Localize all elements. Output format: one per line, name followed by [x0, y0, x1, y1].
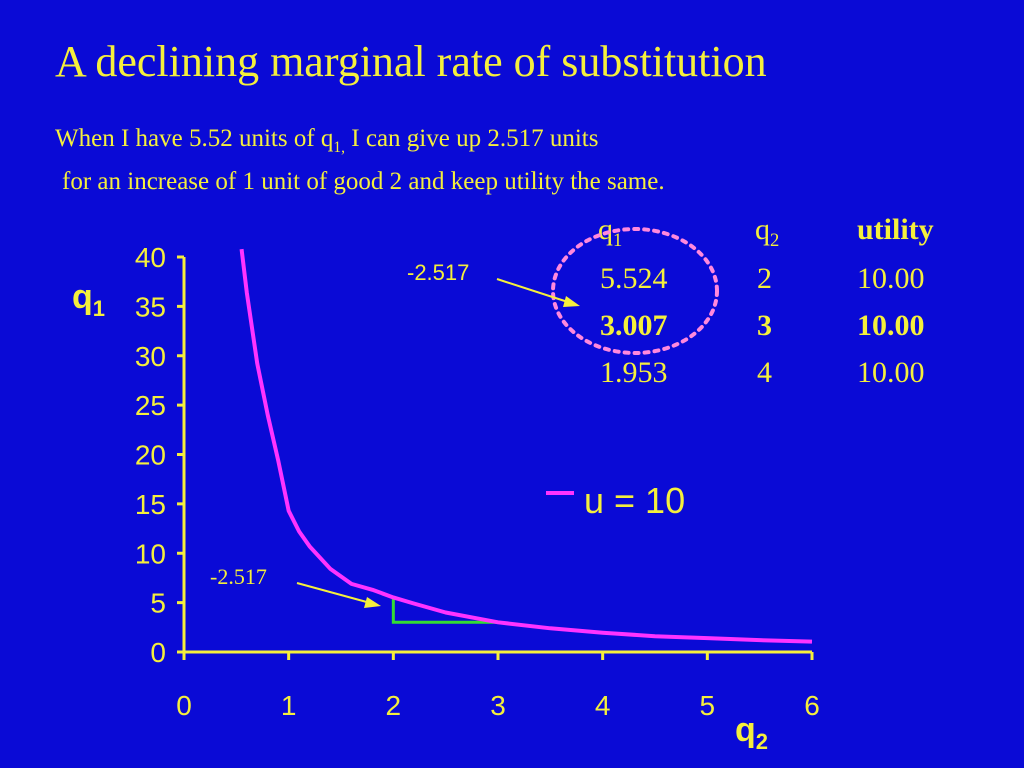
subtitle-line-2: for an increase of 1 unit of good 2 and …: [62, 168, 665, 195]
y-tick-label: 20: [135, 440, 166, 471]
table-cell-r0-c0: 5.524: [600, 262, 668, 295]
table-arrow-head: [563, 296, 580, 307]
y-axis-label-sub: 1: [93, 296, 105, 321]
y-tick-label: 10: [135, 538, 166, 569]
table-cell-r0-c1: 2: [757, 262, 772, 295]
table-header-utility: utility: [857, 213, 934, 246]
indifference-curve-u10: [239, 248, 813, 644]
x-axis-label-sub: 2: [756, 729, 768, 754]
table-header-q1-main: q: [598, 213, 613, 246]
table-header-q1-sub: 1: [613, 230, 623, 251]
x-tick-label: 1: [281, 690, 297, 721]
y-tick-label: 35: [135, 291, 166, 322]
table-cell-r2-c1: 4: [757, 356, 772, 389]
y-tick-label: 40: [135, 242, 166, 273]
table-cell-r2-c2: 10.00: [857, 356, 925, 389]
table-header-q2-sub: 2: [770, 230, 780, 251]
x-tick-label: 5: [700, 690, 716, 721]
chart-marks: [239, 248, 813, 644]
subtitle-subscript: 1,: [333, 139, 346, 156]
y-tick-label: 15: [135, 489, 166, 520]
chart-arrow-line: [296, 582, 375, 605]
y-tick-label: 30: [135, 341, 166, 372]
subtitle-text-b: I can give up 2.517 units: [345, 125, 599, 152]
slide-title: A declining marginal rate of substitutio…: [55, 37, 767, 86]
chart-arrow-head: [364, 597, 381, 608]
x-tick-label: 0: [176, 690, 192, 721]
chart-ticks: 0 5 10 15 20 25 30 35 40 0 1 2 3 4 5 6: [135, 242, 820, 721]
table-arrow-line: [496, 278, 575, 305]
x-tick-label: 4: [595, 690, 611, 721]
legend-label: u = 10: [584, 480, 685, 521]
table-cell-r0-c2: 10.00: [857, 262, 925, 295]
table-cell-r1-c2: 10.00: [857, 309, 925, 342]
x-tick-label: 3: [490, 690, 506, 721]
y-tick-label: 25: [135, 390, 166, 421]
x-axis-label-main: q: [735, 711, 756, 749]
table-header-q2-main: q: [755, 213, 770, 246]
y-tick-label: 5: [150, 588, 166, 619]
table-header-q2: q2: [755, 212, 779, 259]
table-header-q1: q1: [598, 212, 622, 259]
table-arrow-label: -2.517: [407, 260, 469, 285]
table-cell-r2-c0: 1.953: [600, 356, 668, 389]
x-tick-label: 2: [386, 690, 402, 721]
table-cell-r1-c0: 3.007: [600, 309, 668, 342]
table-cell-r1-c1: 3: [757, 309, 772, 342]
y-axis-label-main: q: [72, 278, 93, 316]
chart-arrow-label: -2.517: [210, 564, 267, 589]
x-axis-label: q2: [735, 711, 768, 754]
mrs-step-marker: [391, 597, 498, 624]
y-axis-label: q1: [72, 278, 105, 321]
subtitle-text-a: When I have 5.52 units of q: [55, 125, 334, 152]
x-tick-label: 6: [804, 690, 820, 721]
highlight-circle: [551, 227, 719, 355]
subtitle-line-1: When I have 5.52 units of q1, I can give…: [55, 122, 598, 165]
y-tick-label: 0: [150, 637, 166, 668]
